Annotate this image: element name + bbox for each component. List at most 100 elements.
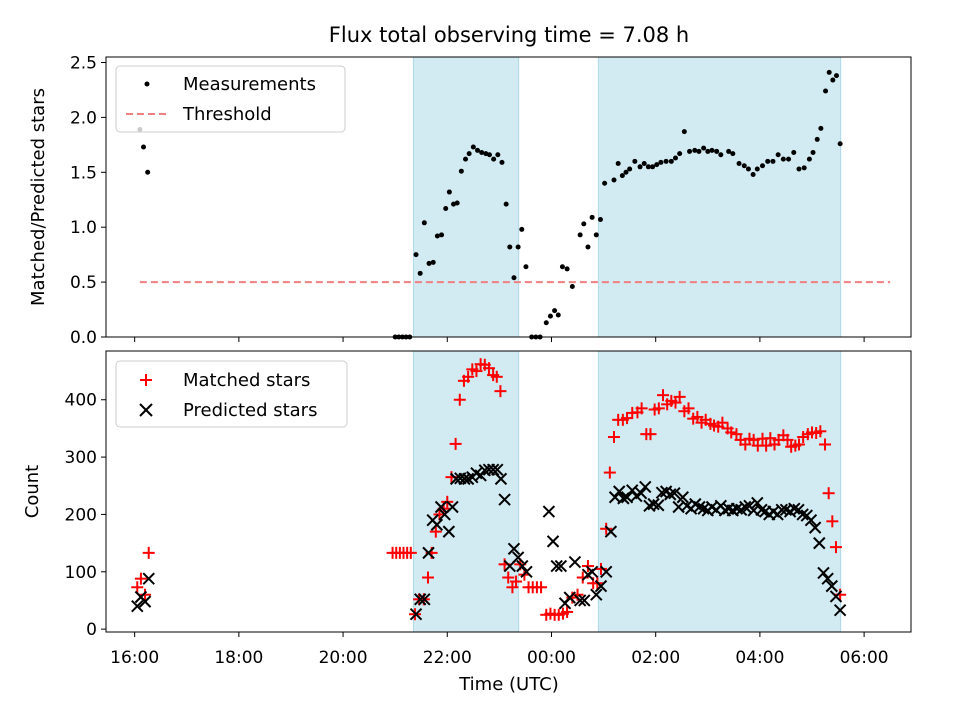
predicted-star-point — [796, 508, 809, 521]
legend-matched-marker — [140, 374, 152, 386]
matched-star-point — [581, 560, 594, 573]
matched-star-point — [494, 385, 507, 398]
predicted-star-point — [634, 487, 648, 500]
matched-star-point — [142, 546, 155, 559]
matched-star-point — [725, 426, 738, 439]
measurement-point — [837, 141, 843, 147]
measurement-point — [446, 189, 452, 195]
measurement-point — [796, 166, 802, 172]
measurement-point — [818, 125, 824, 131]
measurement-point — [632, 158, 638, 164]
matched-star-point — [453, 393, 466, 406]
predicted-star-point — [418, 593, 431, 606]
y-tick-label: 100 — [65, 563, 97, 583]
measurement-point — [145, 169, 151, 175]
top-panel-marks — [137, 69, 891, 340]
predicted-star-point — [599, 565, 613, 578]
predicted-star-point — [413, 593, 427, 606]
predicted-star-point — [833, 604, 847, 617]
matched-star-point — [716, 416, 729, 429]
measurement-point — [581, 221, 587, 227]
measurement-point — [421, 220, 427, 226]
matched-star-point — [470, 365, 483, 378]
predicted-star-point — [626, 484, 639, 497]
matched-star-point — [482, 362, 495, 375]
legend-measurements-marker — [144, 81, 150, 87]
x-tick-label: 04:00 — [735, 648, 784, 668]
predicted-star-point — [755, 503, 768, 517]
measurement-point — [559, 264, 565, 270]
measurement-point — [814, 136, 820, 142]
x-tick-label: 02:00 — [631, 648, 680, 668]
matched-star-point — [792, 438, 805, 451]
matched-star-point — [502, 571, 515, 584]
measurement-point — [470, 144, 476, 150]
matched-star-point — [561, 605, 574, 618]
measurement-point — [627, 166, 633, 172]
measurement-point — [770, 158, 776, 164]
measurement-point — [602, 180, 608, 186]
measurement-point — [718, 152, 724, 158]
measurement-point — [454, 200, 460, 206]
measurement-point — [611, 177, 617, 183]
measurement-point — [668, 158, 674, 164]
measurement-point — [503, 201, 509, 207]
measurement-point — [775, 152, 781, 158]
matched-star-point — [673, 390, 686, 403]
predicted-star-point — [647, 497, 660, 511]
measurement-point — [413, 252, 419, 258]
matched-star-point — [781, 433, 794, 446]
matched-star-point — [510, 575, 523, 588]
y-tick-label: 2.0 — [70, 108, 97, 128]
y-tick-label: 0.5 — [70, 273, 97, 293]
predicted-star-point — [664, 488, 677, 501]
measurement-point — [434, 233, 440, 239]
measurement-point — [726, 148, 732, 154]
chart-title: Flux total observing time = 7.08 h — [329, 23, 689, 47]
x-tick-label: 22:00 — [423, 648, 472, 668]
measurement-point — [645, 164, 651, 170]
predicted-star-point — [788, 502, 801, 515]
y-tick-label: 400 — [65, 391, 97, 411]
measurement-point — [511, 275, 517, 281]
measurement-point — [577, 232, 583, 238]
matched-star-point — [814, 425, 827, 438]
matched-star-point — [600, 522, 613, 535]
matched-star-point — [603, 466, 616, 479]
measurement-point — [830, 77, 836, 83]
measurement-point — [495, 152, 501, 158]
matched-star-point — [652, 402, 665, 415]
predicted-star-point — [594, 579, 608, 593]
matched-star-point — [429, 525, 442, 538]
bottom-panel-ylabel: Count — [22, 465, 43, 518]
matched-star-point — [834, 588, 847, 601]
measurement-point — [810, 150, 816, 156]
measurement-point — [765, 158, 771, 164]
predicted-star-point — [821, 572, 834, 585]
measurement-point — [523, 264, 529, 270]
matched-star-point — [594, 562, 607, 575]
matched-star-point — [134, 572, 147, 585]
predicted-star-point — [573, 594, 587, 607]
predicted-star-point — [461, 472, 475, 486]
measurement-point — [658, 159, 664, 165]
predicted-star-point — [409, 608, 423, 621]
bottom-panel-shaded-intervals — [412, 350, 842, 633]
predicted-star-point — [138, 595, 152, 608]
measurement-point — [696, 148, 702, 154]
matched-star-point — [422, 571, 434, 584]
measurement-point — [730, 151, 736, 157]
measurement-point — [692, 147, 698, 153]
predicted-star-point — [825, 579, 839, 593]
measurement-point — [552, 308, 558, 314]
matched-star-point — [822, 487, 835, 500]
matched-star-point — [819, 438, 832, 451]
measurement-point — [806, 156, 812, 162]
measurement-point — [741, 163, 747, 169]
measurement-point — [430, 259, 436, 265]
bottom-legend-box — [115, 360, 348, 428]
measurement-point — [589, 214, 595, 220]
predicted-star-point — [520, 565, 533, 578]
matched-star-point — [635, 402, 648, 415]
measurement-point — [786, 156, 792, 162]
